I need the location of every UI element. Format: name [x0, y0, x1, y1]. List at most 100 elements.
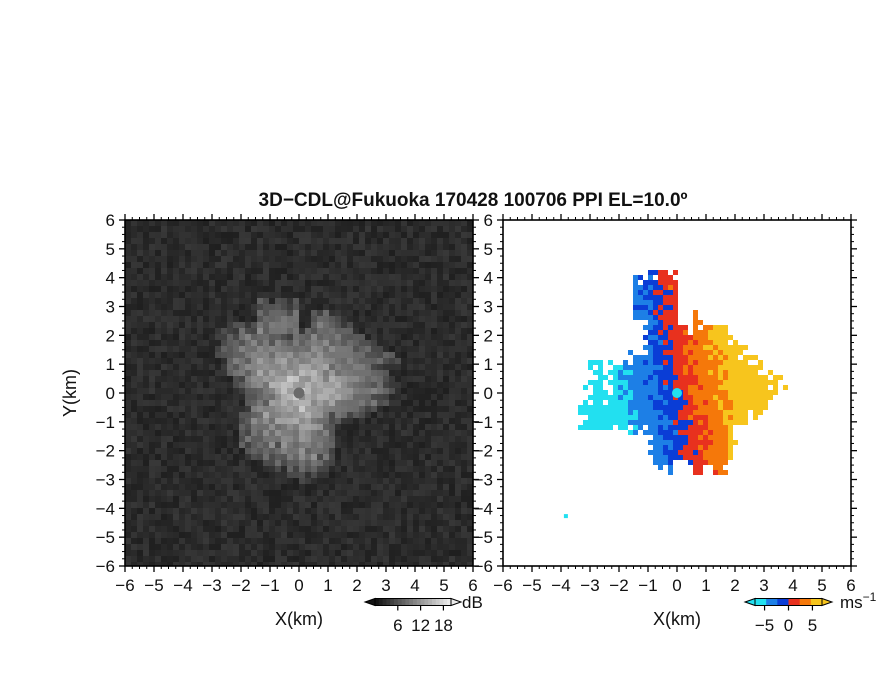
- reflectivity-cell: [191, 268, 197, 274]
- reflectivity-cell: [263, 262, 269, 268]
- reflectivity-cell: [437, 478, 443, 484]
- reflectivity-cell: [323, 514, 329, 520]
- reflectivity-cell: [425, 238, 431, 244]
- velocity-cell: [728, 370, 733, 375]
- reflectivity-cell: [185, 412, 191, 418]
- reflectivity-cell: [305, 388, 311, 394]
- reflectivity-cell: [395, 286, 401, 292]
- reflectivity-cell: [227, 280, 233, 286]
- reflectivity-cell: [389, 520, 395, 526]
- reflectivity-cell: [275, 268, 281, 274]
- reflectivity-cell: [407, 244, 413, 250]
- reflectivity-cell: [365, 286, 371, 292]
- reflectivity-cell: [383, 544, 389, 550]
- reflectivity-cell: [167, 328, 173, 334]
- reflectivity-cell: [263, 250, 269, 256]
- reflectivity-cell: [461, 442, 467, 448]
- velocity-cell: [693, 425, 698, 430]
- reflectivity-cell: [233, 454, 239, 460]
- reflectivity-cell: [275, 556, 281, 562]
- reflectivity-cell: [347, 490, 353, 496]
- reflectivity-cell: [209, 502, 215, 508]
- velocity-cell: [678, 380, 683, 385]
- reflectivity-cell: [425, 478, 431, 484]
- reflectivity-cell: [401, 514, 407, 520]
- velocity-cell: [778, 375, 783, 380]
- reflectivity-cell: [329, 364, 335, 370]
- reflectivity-cell: [185, 442, 191, 448]
- reflectivity-cell: [245, 256, 251, 262]
- reflectivity-cell: [269, 478, 275, 484]
- velocity-cell: [653, 370, 658, 375]
- reflectivity-cell: [155, 310, 161, 316]
- reflectivity-cell: [143, 388, 149, 394]
- reflectivity-cell: [263, 292, 269, 298]
- reflectivity-cell: [191, 232, 197, 238]
- reflectivity-cell: [443, 400, 449, 406]
- reflectivity-cell: [239, 238, 245, 244]
- reflectivity-cell: [371, 454, 377, 460]
- reflectivity-cell: [335, 406, 341, 412]
- reflectivity-cell: [347, 364, 353, 370]
- reflectivity-cell: [371, 514, 377, 520]
- reflectivity-cell: [419, 376, 425, 382]
- velocity-cell: [633, 415, 638, 420]
- reflectivity-cell: [191, 394, 197, 400]
- reflectivity-cell: [335, 532, 341, 538]
- reflectivity-cell: [461, 562, 467, 566]
- reflectivity-cell: [371, 310, 377, 316]
- reflectivity-cell: [341, 352, 347, 358]
- velocity-cell: [598, 365, 603, 370]
- reflectivity-cell: [185, 430, 191, 436]
- reflectivity-cell: [197, 256, 203, 262]
- reflectivity-cell: [131, 484, 137, 490]
- reflectivity-cell: [407, 304, 413, 310]
- reflectivity-cell: [287, 256, 293, 262]
- reflectivity-cell: [203, 388, 209, 394]
- reflectivity-cell: [359, 220, 365, 226]
- reflectivity-cell: [215, 280, 221, 286]
- reflectivity-cell: [389, 436, 395, 442]
- reflectivity-cell: [275, 304, 281, 310]
- reflectivity-cell: [269, 538, 275, 544]
- reflectivity-cell: [203, 532, 209, 538]
- reflectivity-cell: [293, 244, 299, 250]
- reflectivity-cell: [335, 268, 341, 274]
- reflectivity-cell: [449, 232, 455, 238]
- reflectivity-cell: [215, 346, 221, 352]
- velocity-cell: [648, 360, 653, 365]
- reflectivity-cell: [263, 544, 269, 550]
- reflectivity-cell: [443, 424, 449, 430]
- reflectivity-cell: [227, 286, 233, 292]
- velocity-cell: [693, 310, 698, 315]
- reflectivity-cell: [347, 376, 353, 382]
- reflectivity-cell: [317, 232, 323, 238]
- velocity-cell: [648, 300, 653, 305]
- velocity-cell: [653, 315, 658, 320]
- reflectivity-cell: [395, 376, 401, 382]
- reflectivity-cell: [215, 352, 221, 358]
- velocity-cell: [633, 410, 638, 415]
- velocity-cell: [643, 325, 648, 330]
- velocity-cell: [648, 415, 653, 420]
- reflectivity-cell: [335, 526, 341, 532]
- reflectivity-cell: [245, 520, 251, 526]
- reflectivity-cell: [329, 292, 335, 298]
- reflectivity-cell: [275, 262, 281, 268]
- reflectivity-cell: [269, 232, 275, 238]
- reflectivity-cell: [407, 412, 413, 418]
- velocity-cell: [648, 395, 653, 400]
- reflectivity-cell: [305, 550, 311, 556]
- reflectivity-cell: [239, 388, 245, 394]
- reflectivity-cell: [209, 508, 215, 514]
- reflectivity-cell: [455, 502, 461, 508]
- reflectivity-cell: [167, 478, 173, 484]
- reflectivity-cell: [203, 472, 209, 478]
- reflectivity-cell: [299, 412, 305, 418]
- reflectivity-cell: [437, 388, 443, 394]
- velocity-cell: [728, 405, 733, 410]
- reflectivity-cell: [431, 406, 437, 412]
- reflectivity-cell: [209, 424, 215, 430]
- reflectivity-cell: [467, 376, 473, 382]
- reflectivity-cell: [161, 256, 167, 262]
